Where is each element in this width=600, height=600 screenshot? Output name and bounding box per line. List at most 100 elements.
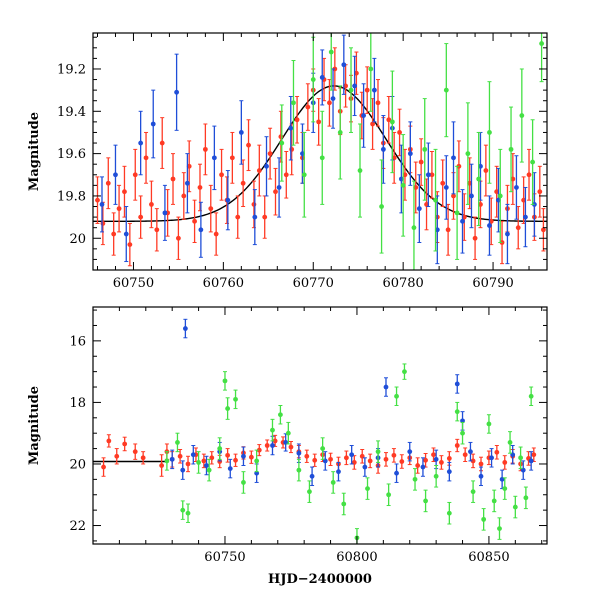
zoom-marker — [174, 89, 180, 95]
full-point — [182, 318, 188, 339]
zoom-marker — [105, 180, 111, 186]
zoom-marker — [530, 159, 536, 165]
full-point — [201, 453, 207, 469]
full-marker — [468, 449, 473, 455]
zoom-point — [95, 176, 100, 224]
full-point — [222, 371, 228, 391]
zoom-marker — [288, 125, 294, 131]
zoom-marker — [541, 227, 546, 233]
full-point — [497, 517, 502, 540]
full-marker — [309, 473, 315, 479]
full-point — [196, 451, 201, 474]
zoom-point — [487, 195, 492, 256]
zoom-marker — [100, 221, 106, 226]
full-marker — [288, 444, 294, 450]
full-marker — [531, 452, 537, 458]
zoom-marker — [273, 189, 278, 195]
zoom-point — [451, 121, 456, 195]
zoom-marker — [310, 77, 316, 82]
zoom-marker — [127, 242, 133, 248]
zoom-marker — [469, 193, 474, 199]
zoom-point — [519, 68, 525, 163]
full-marker — [185, 510, 191, 516]
full-point — [101, 457, 106, 477]
full-marker — [225, 452, 231, 458]
full-point — [225, 448, 231, 463]
full-marker — [159, 463, 165, 468]
zoom-marker — [364, 87, 370, 93]
full-marker — [180, 507, 186, 513]
full-point — [415, 457, 421, 474]
full-point — [454, 438, 460, 453]
zoom-marker — [418, 159, 424, 165]
zoom-marker — [229, 155, 235, 161]
zoom-point — [294, 95, 300, 144]
zoom-x-tick-label: 60750 — [113, 276, 154, 291]
full-point — [383, 452, 389, 467]
full-point — [227, 458, 233, 479]
full-marker — [177, 453, 183, 459]
zoom-marker — [143, 155, 149, 161]
zoom-point — [174, 53, 180, 131]
zoom-point — [352, 55, 358, 117]
zoom-point — [460, 189, 465, 254]
zoom-marker — [361, 113, 367, 118]
zoom-point — [505, 203, 510, 265]
full-marker — [407, 449, 413, 455]
full-marker — [227, 466, 233, 471]
full-point — [394, 386, 399, 406]
full-point — [433, 465, 439, 488]
full-marker — [140, 455, 146, 461]
full-point — [446, 501, 452, 525]
full-point — [185, 503, 191, 523]
full-marker — [402, 369, 407, 375]
full-marker — [420, 464, 426, 470]
full-marker — [486, 421, 492, 427]
full-point — [494, 445, 500, 460]
full-point — [423, 453, 428, 468]
zoom-marker — [539, 41, 545, 46]
full-marker — [206, 467, 212, 473]
zoom-marker — [371, 87, 377, 93]
zoom-marker — [397, 130, 402, 135]
full-point — [320, 437, 326, 460]
zoom-y-tick-label: 19.2 — [57, 62, 86, 77]
full-point — [470, 453, 476, 469]
zoom-marker — [246, 142, 251, 148]
full-point — [402, 363, 407, 380]
full-point — [241, 446, 246, 467]
full-point — [523, 486, 529, 510]
full-point — [272, 434, 278, 447]
full-point — [233, 389, 238, 410]
zoom-marker — [95, 197, 100, 203]
zoom-point — [327, 79, 332, 127]
full-marker — [320, 446, 326, 451]
full-point — [460, 421, 465, 445]
zoom-marker — [111, 231, 117, 237]
full-marker — [365, 486, 370, 491]
full-point — [204, 455, 209, 476]
zoom-point — [143, 131, 149, 184]
zoom-point — [483, 144, 489, 197]
zoom-marker — [407, 151, 413, 157]
full-point — [423, 489, 428, 513]
zoom-point — [202, 123, 208, 176]
full-point — [386, 483, 392, 507]
zoom-point — [328, 33, 334, 91]
full-point — [140, 451, 146, 465]
zoom-marker — [330, 96, 336, 101]
zoom-point — [379, 159, 384, 254]
zoom-marker — [240, 180, 246, 186]
zoom-marker — [443, 87, 449, 93]
full-point — [439, 455, 444, 470]
zoom-point — [184, 153, 190, 214]
zoom-marker — [526, 172, 532, 178]
full-point — [288, 441, 294, 454]
full-marker — [180, 467, 186, 473]
full-marker — [190, 452, 196, 458]
full-marker — [304, 453, 310, 459]
full-marker — [296, 467, 302, 473]
full-marker — [528, 393, 534, 399]
full-marker — [217, 446, 223, 451]
full-point — [518, 446, 524, 470]
